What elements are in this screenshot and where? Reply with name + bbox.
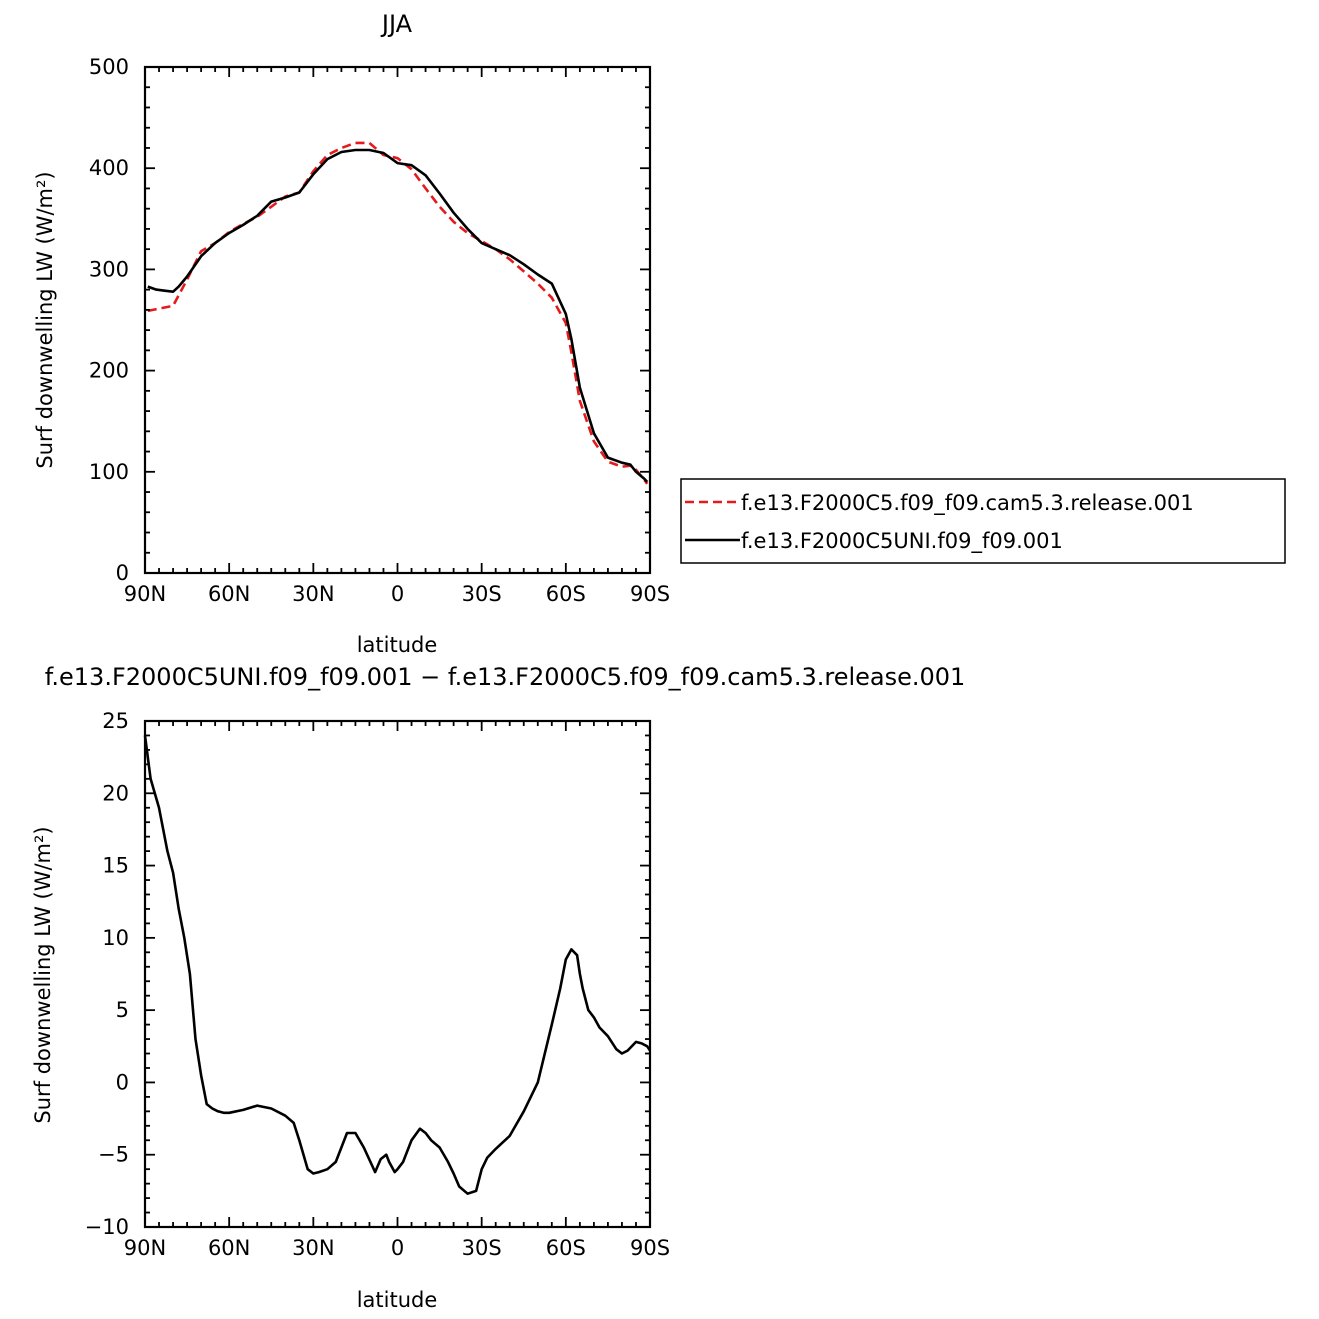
bottom-x-axis-label: latitude [357,1288,438,1312]
top-x-tick-label: 90S [630,582,670,606]
legend-label-control: f.e13.F2000C5.f09_f09.cam5.3.release.001 [741,491,1194,516]
bottom-x-tick-label: 30S [462,1236,502,1260]
top-axis-ticks: 90N 60N 30N 0 30S 60S 90S 0 100 200 300 400 500 [89,55,670,606]
top-y-tick-label: 200 [89,359,129,383]
bottom-chart-title: f.e13.F2000C5UNI.f09_f09.001 − f.e13.F20… [45,663,966,691]
top-x-axis-label: latitude [357,633,438,657]
bottom-x-tick-label: 60N [208,1236,250,1260]
top-x-tick-label: 30N [292,582,334,606]
top-x-tick-label: 30S [462,582,502,606]
bottom-axis-ticks: 90N 60N 30N 0 30S 60S 90S −10 −5 0 5 10 15 20 25 [85,709,670,1260]
top-x-tick-label: 90N [124,582,166,606]
bottom-y-tick-label: 25 [102,709,129,733]
legend-box [680,478,1286,564]
bottom-x-tick-label: 0 [391,1236,404,1260]
bottom-series-group [143,735,652,1195]
top-x-tick-label: 0 [391,582,404,606]
bottom-x-tick-label: 90N [124,1236,166,1260]
top-x-tick-label: 60S [546,582,586,606]
top-y-tick-label: 500 [89,55,129,79]
bottom-plot-frame [143,719,652,1229]
top-y-tick-label: 300 [89,257,129,281]
bottom-y-tick-label: 15 [102,854,129,878]
bottom-x-tick-label: 30N [292,1236,334,1260]
bottom-x-tick-label: 60S [546,1236,586,1260]
top-plot-frame [143,65,652,575]
top-series-line-1 [147,148,649,483]
top-y-tick-label: 100 [89,460,129,484]
legend: f.e13.F2000C5.f09_f09.cam5.3.release.001… [680,478,1286,564]
bottom-y-axis-label: Surf downwelling LW (W/m²) [31,826,55,1123]
bottom-y-tick-label: 10 [102,926,129,950]
bottom-y-tick-label: −5 [98,1143,129,1167]
top-series-line-0 [147,141,649,485]
bottom-y-tick-label: 5 [116,998,129,1022]
top-y-tick-label: 400 [89,156,129,180]
top-y-tick-label: 0 [116,561,129,585]
bottom-y-tick-label: 20 [102,781,129,805]
bottom-panel: f.e13.F2000C5UNI.f09_f09.001 − f.e13.F20… [31,663,965,1312]
bottom-y-tick-label: −10 [85,1215,129,1239]
bottom-series-line-0 [143,735,652,1195]
bottom-x-tick-label: 90S [630,1236,670,1260]
top-panel: JJA 90N 60N 30N 0 30S 60S 90S0100200300400500 … [33,10,1286,657]
top-x-tick-label: 60N [208,582,250,606]
bottom-y-tick-label: 0 [116,1070,129,1094]
legend-label-test: f.e13.F2000C5UNI.f09_f09.001 [741,529,1063,554]
top-y-axis-label: Surf downwelling LW (W/m²) [33,171,57,468]
top-series-group [147,141,649,485]
top-chart-title: JJA [380,10,413,38]
